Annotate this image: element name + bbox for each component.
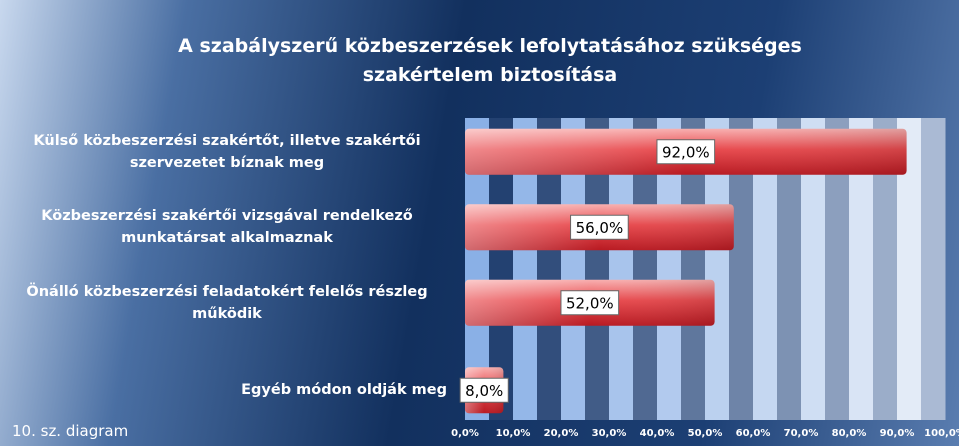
category-label: Külső közbeszerzési szakértőt, illetve s… xyxy=(7,130,447,174)
x-tick-label: 50,0% xyxy=(688,428,723,439)
category-text: Egyéb módon oldják meg xyxy=(241,382,447,399)
category-text: Külső közbeszerzési szakértőt, illetve s… xyxy=(33,132,421,171)
x-tick-label: 30,0% xyxy=(592,428,627,439)
x-tick-label: 20,0% xyxy=(544,428,579,439)
value-label: 8,0% xyxy=(465,382,503,400)
value-label: 56,0% xyxy=(576,219,624,237)
x-tick-label: 40,0% xyxy=(640,428,675,439)
x-tick-label: 10,0% xyxy=(496,428,531,439)
x-tick-label: 60,0% xyxy=(736,428,771,439)
stripe xyxy=(921,118,946,420)
value-label: 52,0% xyxy=(566,294,614,312)
chart-title: A szabályszerű közbeszerzések lefolytatá… xyxy=(178,35,802,86)
value-label-box xyxy=(459,377,509,403)
category-label: Egyéb módon oldják meg xyxy=(7,379,447,401)
category-text: Önálló közbeszerzési feladatokért felelő… xyxy=(26,283,428,322)
x-tick-label: 100,0% xyxy=(924,428,959,439)
x-tick-label: 0,0% xyxy=(451,428,479,439)
x-tick-label: 90,0% xyxy=(880,428,915,439)
x-tick-label: 80,0% xyxy=(832,428,867,439)
value-label-box xyxy=(656,139,716,165)
value-label: 92,0% xyxy=(662,143,710,161)
x-tick-label: 70,0% xyxy=(784,428,819,439)
category-label: Önálló közbeszerzési feladatokért felelő… xyxy=(7,281,447,325)
category-label: Közbeszerzési szakértői vizsgával rendel… xyxy=(7,205,447,249)
category-text: Közbeszerzési szakértői vizsgával rendel… xyxy=(41,208,413,247)
value-label-box xyxy=(570,214,629,240)
footnote: 10. sz. diagram xyxy=(12,422,129,440)
value-label-box xyxy=(560,290,620,316)
